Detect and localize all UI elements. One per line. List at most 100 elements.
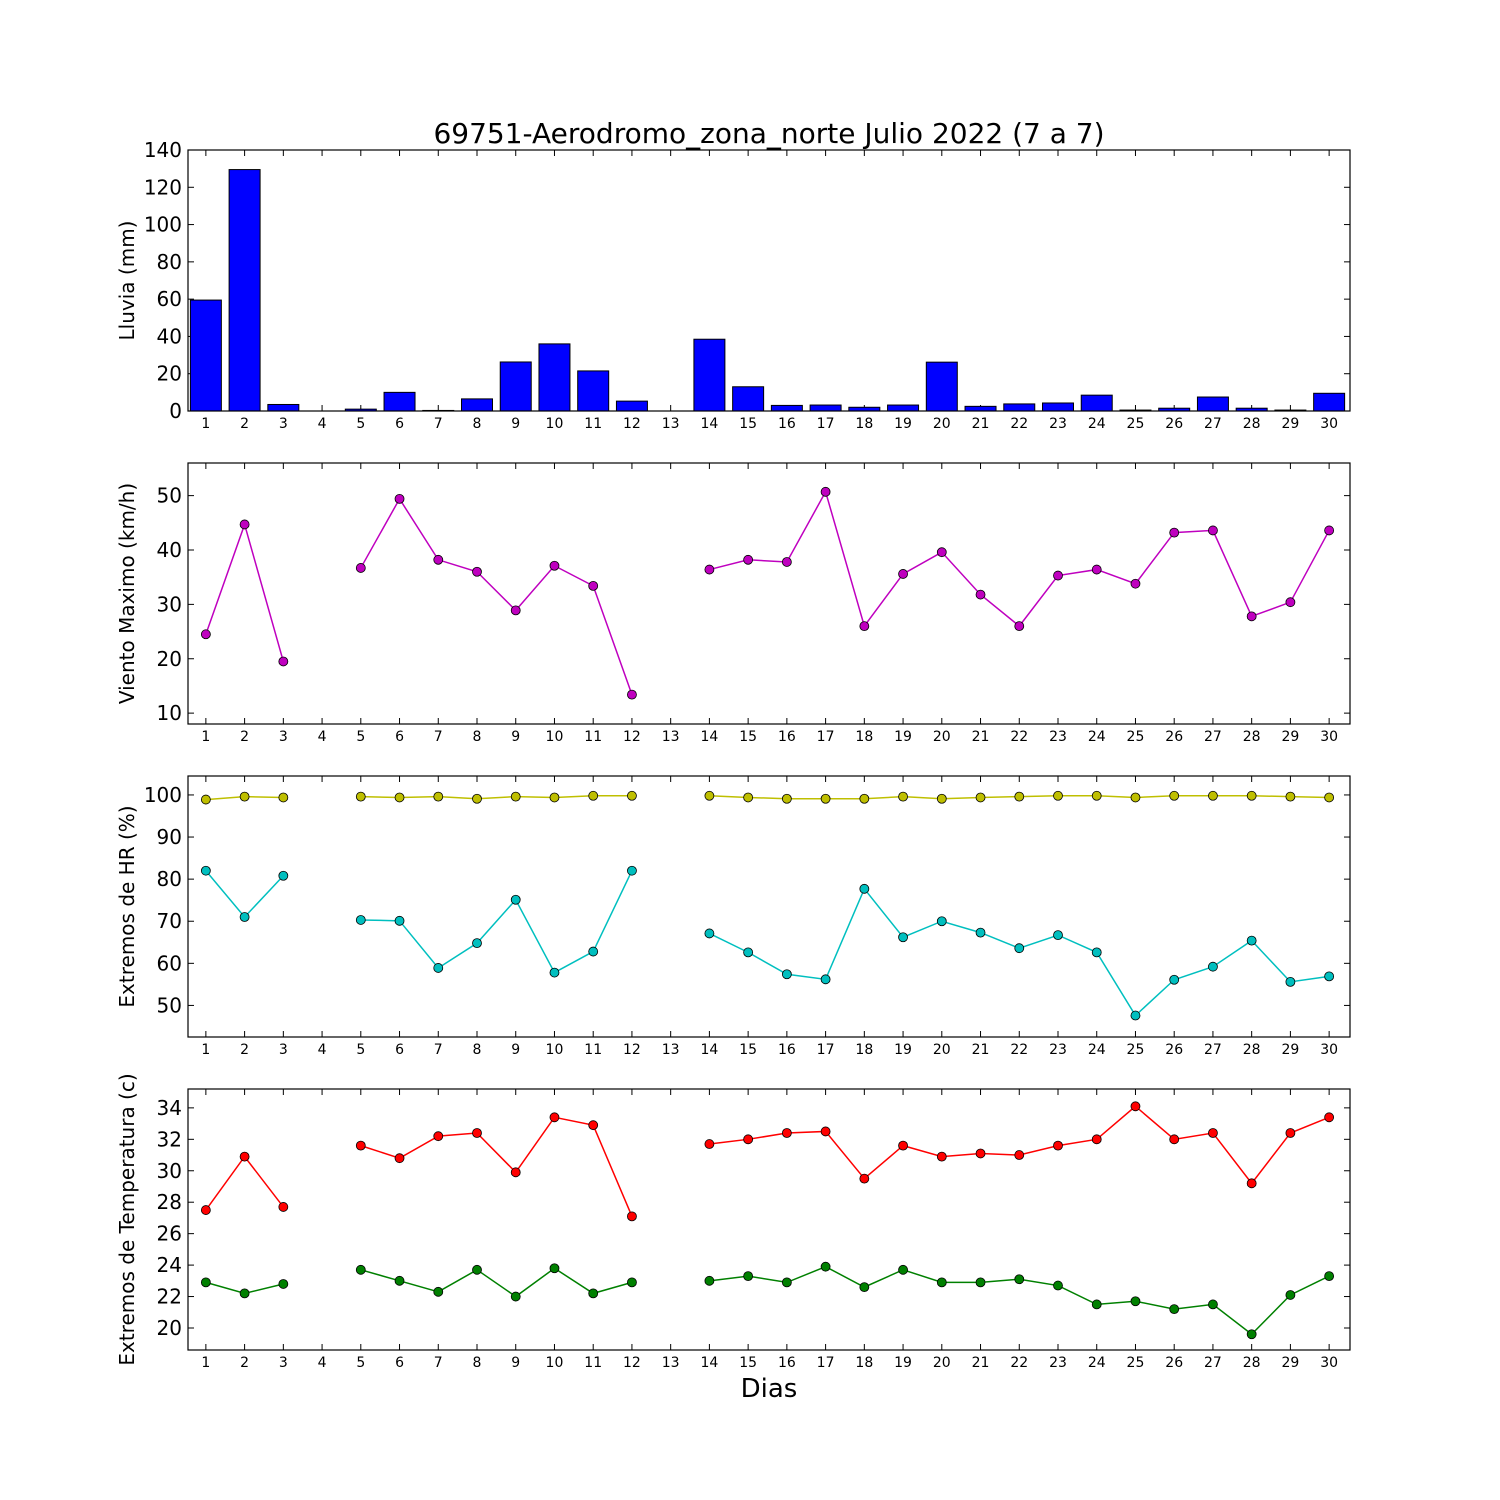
max-wind-series-0-point [588, 580, 599, 591]
temperature-series-1-point [936, 1277, 947, 1288]
max-wind-ytick-label: 20 [157, 647, 182, 671]
max-wind-xtick-label: 12 [623, 729, 641, 745]
temperature-series-0-point [898, 1140, 908, 1151]
rain-bar [887, 404, 920, 412]
temperature-ytick-label: 30 [157, 1159, 182, 1183]
humidity-xtick-label: 11 [584, 1042, 602, 1058]
max-wind-series-0-point [200, 629, 211, 640]
rainfall-xtick-label: 29 [1281, 416, 1299, 432]
temperature-series-1-point [1246, 1329, 1257, 1340]
rain-bar [615, 400, 648, 412]
temperature-ytick-label: 34 [157, 1096, 182, 1120]
temperature-series-1-point [433, 1286, 444, 1297]
humidity-series-1-point [394, 915, 405, 926]
humidity-ytick-label: 50 [157, 993, 182, 1017]
temperature-xtick-label: 27 [1204, 1355, 1222, 1371]
rain-bar [538, 343, 571, 412]
humidity-series-0-point [549, 792, 560, 803]
rain-bar [1313, 392, 1346, 412]
max-wind-xtick-label: 15 [739, 729, 757, 745]
temperature-series-0-point [549, 1112, 560, 1123]
humidity-series-1-point [1169, 974, 1180, 985]
humidity-xtick-label: 27 [1204, 1042, 1222, 1058]
humidity-ytick-label: 60 [157, 951, 182, 975]
humidity-series-0-point [1091, 790, 1102, 801]
humidity-xtick-label: 10 [546, 1042, 564, 1058]
max-wind-xtick-label: 23 [1049, 729, 1067, 745]
humidity-series-1-point [472, 938, 482, 949]
temperature-series-0-point [278, 1202, 289, 1212]
humidity-series-0-point [627, 790, 637, 801]
humidity-series-1-point [510, 894, 521, 905]
temperature-series-1-point [588, 1288, 599, 1299]
temperature-series-1-point [1208, 1299, 1218, 1310]
temperature-series-1-point [1130, 1296, 1141, 1307]
humidity-series-1-point [975, 927, 986, 938]
max-wind-series-0-point [820, 486, 831, 497]
humidity-xtick-label: 6 [395, 1042, 404, 1058]
max-wind-ytick-label: 10 [157, 701, 182, 725]
temperature-xtick-label: 18 [855, 1355, 873, 1371]
rainfall-ytick-label: 20 [157, 362, 182, 386]
temperature-plot-frame [187, 1088, 1351, 1351]
max-wind-xtick-label: 16 [778, 729, 796, 745]
temperature-xtick-label: 23 [1049, 1355, 1067, 1371]
max-wind-xtick-label: 9 [511, 729, 520, 745]
rainfall-plot-frame [187, 149, 1351, 412]
max-wind-xtick-label: 30 [1320, 729, 1338, 745]
temperature-series-1-point [704, 1275, 715, 1286]
temperature-series-0-point [1246, 1178, 1257, 1189]
humidity-series-1-point [1246, 935, 1257, 946]
rainfall-xtick-label: 23 [1049, 416, 1067, 432]
humidity-xtick-label: 30 [1320, 1042, 1338, 1058]
max-wind-series-0-line [360, 497, 633, 695]
temperature-series-0-point [1053, 1140, 1063, 1151]
rainfall-xtick-label: 11 [584, 416, 602, 432]
rainfall-ytick-label: 60 [157, 287, 182, 311]
humidity-series-1-line [360, 870, 633, 974]
humidity-series-1-point [1091, 947, 1102, 958]
temperature-xtick-label: 25 [1127, 1355, 1145, 1371]
max-wind-series-0-point [239, 519, 250, 530]
humidity-series-1-point [588, 946, 599, 957]
humidity-series-0-point [1208, 790, 1218, 801]
rain-bar [499, 361, 532, 412]
rainfall-ytick-label: 80 [157, 250, 182, 274]
humidity-series-1-point [627, 865, 637, 876]
max-wind-xtick-label: 3 [279, 729, 288, 745]
temperature-series-0-line [360, 1116, 633, 1217]
humidity-series-0-point [394, 792, 405, 803]
temperature-xtick-label: 16 [778, 1355, 796, 1371]
max-wind-series-0-point [1014, 621, 1025, 632]
humidity-xtick-label: 21 [972, 1042, 990, 1058]
rain-bar [770, 404, 803, 412]
rain-bar [732, 386, 765, 412]
humidity-series-1-point [433, 963, 444, 973]
humidity-series-1-point [898, 932, 908, 943]
temperature-series-1-point [200, 1277, 211, 1288]
humidity-ytick-label: 100 [144, 783, 182, 807]
temperature-series-0-point [627, 1211, 637, 1222]
temperature-xtick-label: 11 [584, 1355, 602, 1371]
humidity-xtick-label: 20 [933, 1042, 951, 1058]
humidity-xtick-label: 29 [1281, 1042, 1299, 1058]
max-wind-xtick-label: 6 [395, 729, 404, 745]
temperature-series-1-point [1169, 1304, 1180, 1315]
rain-bar [1196, 396, 1229, 412]
humidity-xtick-label: 15 [739, 1042, 757, 1058]
max-wind-series-0-point [355, 563, 366, 573]
humidity-xtick-label: 5 [356, 1042, 365, 1058]
humidity-xtick-label: 23 [1049, 1042, 1067, 1058]
temperature-series-0-point [510, 1167, 521, 1178]
humidity-xtick-label: 19 [894, 1042, 912, 1058]
rainfall-xtick-label: 9 [511, 416, 520, 432]
rainfall-xtick-label: 14 [700, 416, 718, 432]
humidity-xtick-label: 16 [778, 1042, 796, 1058]
humidity-series-0-line [360, 795, 632, 800]
rainfall-xtick-label: 12 [623, 416, 641, 432]
temperature-ytick-label: 22 [157, 1285, 182, 1309]
rainfall-xtick-label: 7 [434, 416, 443, 432]
humidity-xtick-label: 22 [1010, 1042, 1028, 1058]
